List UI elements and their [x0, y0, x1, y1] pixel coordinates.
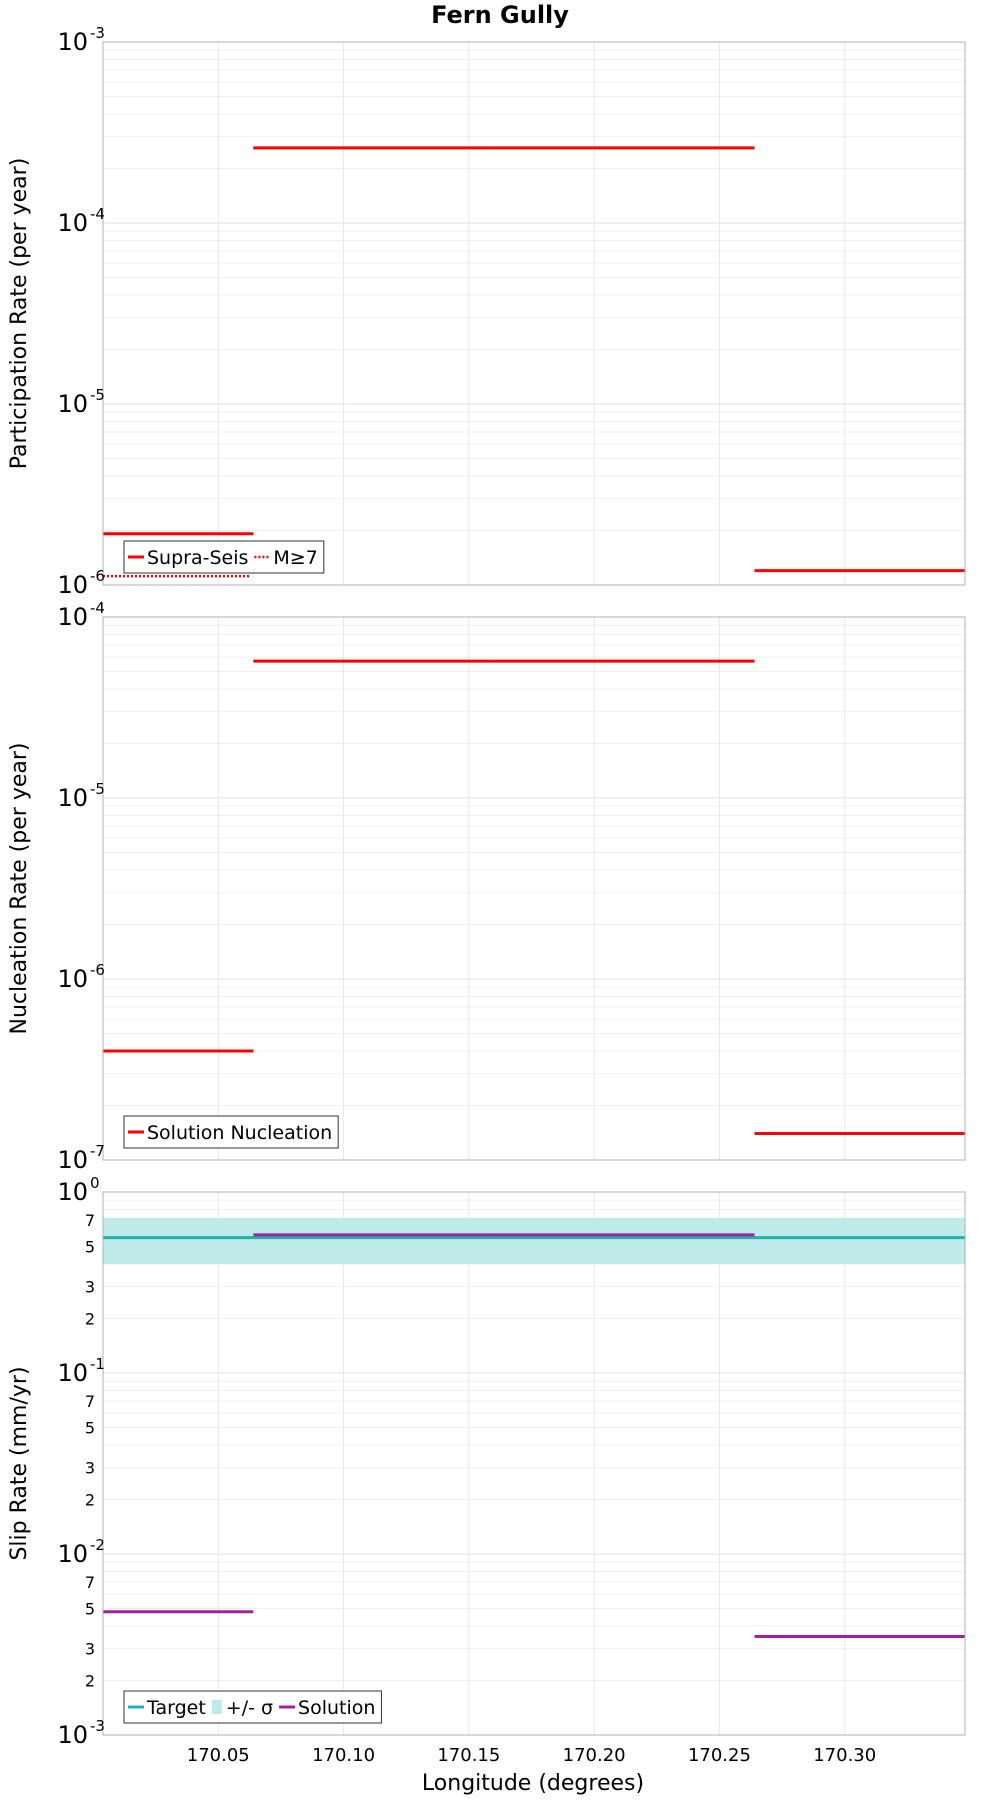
- y-minor-tick-label: 2: [85, 1491, 95, 1510]
- y-tick-label: 10: [57, 965, 88, 993]
- y-minor-tick-label: 3: [85, 1278, 95, 1297]
- legend-label: Target: [146, 1697, 206, 1719]
- x-tick-label: 170.25: [688, 1745, 751, 1766]
- y-minor-tick-label: 5: [85, 1237, 95, 1256]
- y-minor-tick-label: 2: [85, 1310, 95, 1329]
- x-tick-label: 170.05: [187, 1745, 250, 1766]
- legend-swatch: [211, 1700, 222, 1714]
- legend-frame: [123, 540, 325, 574]
- plot-frame: [102, 616, 966, 1161]
- y-tick-label: 10: [57, 1721, 88, 1749]
- y-tick-exponent: -6: [90, 567, 105, 585]
- y-tick-label: 10: [57, 603, 88, 631]
- legend-label: M≥7: [273, 547, 317, 569]
- legend-label: Supra-Seis: [147, 547, 248, 569]
- y-minor-tick-label: 7: [85, 1392, 95, 1411]
- y-minor-tick-label: 3: [85, 1640, 95, 1659]
- y-minor-tick-label: 5: [85, 1599, 95, 1618]
- plot-frame: [102, 1191, 966, 1736]
- y-axis-label: Participation Rate (per year): [7, 158, 32, 470]
- y-tick-label: 10: [57, 1540, 88, 1568]
- x-tick-label: 170.30: [813, 1745, 876, 1766]
- legend: Supra-Seis M≥7: [123, 540, 325, 574]
- legend: Solution Nucleation: [123, 1115, 339, 1149]
- y-tick-exponent: 0: [90, 1174, 100, 1192]
- y-tick-label: 10: [57, 784, 88, 812]
- y-tick-exponent: -7: [90, 1142, 105, 1160]
- legend: Target +/- σ Solution: [123, 1690, 382, 1724]
- legend-frame: [123, 1115, 339, 1149]
- y-tick-label: 10: [57, 390, 88, 418]
- sigma-band: [103, 1217, 965, 1265]
- y-tick-exponent: -4: [90, 599, 105, 617]
- y-tick-exponent: -5: [90, 386, 105, 404]
- y-tick-exponent: -5: [90, 780, 105, 798]
- y-axis-label: Slip Rate (mm/yr): [7, 1366, 32, 1560]
- y-tick-exponent: -4: [90, 205, 105, 223]
- y-tick-exponent: -6: [90, 961, 105, 979]
- y-tick-label: 10: [57, 571, 88, 599]
- y-tick-label: 10: [57, 1178, 88, 1206]
- legend-label: +/- σ: [226, 1697, 273, 1719]
- plot-frame: [102, 41, 966, 586]
- x-axis: 170.05 170.10 170.15 170.20 170.25 170.30: [187, 1745, 876, 1766]
- y-minor-tick-label: 2: [85, 1672, 95, 1691]
- y-minor-tick-label: 5: [85, 1418, 95, 1437]
- y-tick-exponent: -1: [90, 1355, 105, 1373]
- y-tick-label: 10: [57, 1146, 88, 1174]
- y-tick-exponent: -3: [90, 1717, 105, 1735]
- y-minor-tick-label: 3: [85, 1459, 95, 1478]
- y-tick-label: 10: [57, 209, 88, 237]
- chart-title: Fern Gully: [431, 1, 569, 29]
- y-tick-exponent: -2: [90, 1536, 105, 1554]
- y-tick-label: 10: [57, 1359, 88, 1387]
- x-tick-label: 170.15: [437, 1745, 500, 1766]
- y-axis-label: Nucleation Rate (per year): [7, 743, 32, 1035]
- legend-label: Solution: [298, 1697, 375, 1719]
- y-tick-exponent: -3: [90, 24, 105, 42]
- x-axis-label: Longitude (degrees): [422, 1771, 644, 1796]
- x-tick-label: 170.20: [563, 1745, 626, 1766]
- x-tick-label: 170.10: [312, 1745, 375, 1766]
- y-minor-tick-label: 7: [85, 1573, 95, 1592]
- legend-label: Solution Nucleation: [147, 1122, 332, 1144]
- legend-frame: [123, 1690, 382, 1724]
- y-tick-label: 10: [57, 28, 88, 56]
- y-minor-tick-label: 7: [85, 1211, 95, 1230]
